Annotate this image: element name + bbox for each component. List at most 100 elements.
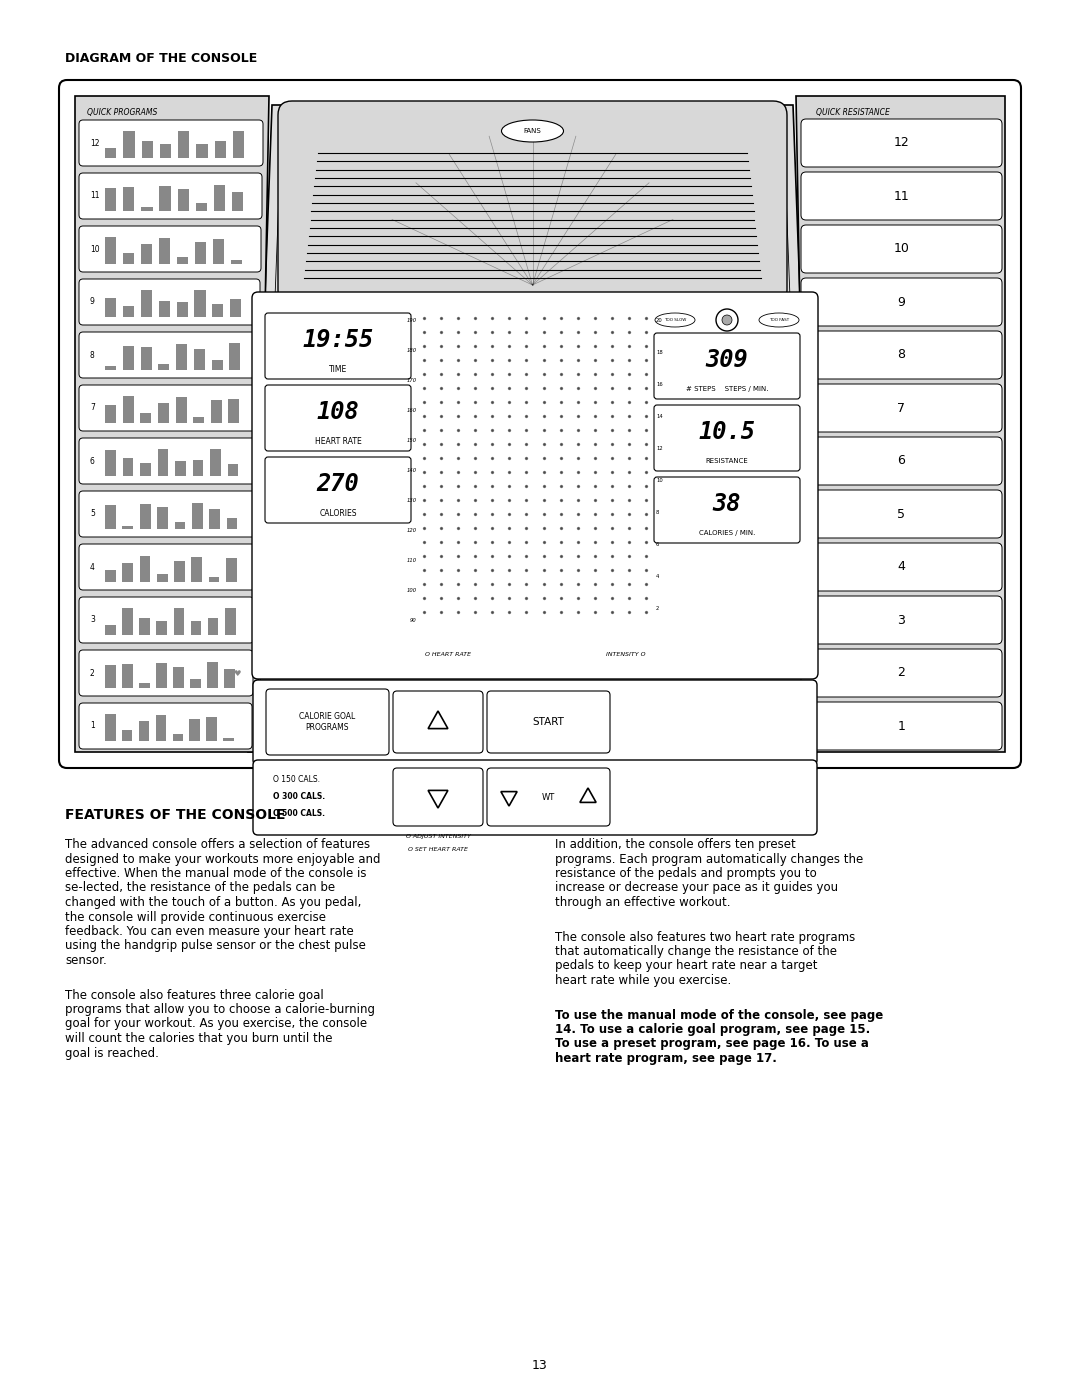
FancyBboxPatch shape [278,101,787,305]
Bar [213,305,224,317]
Bar [158,448,168,476]
Text: increase or decrease your pace as it guides you: increase or decrease your pace as it gui… [555,882,838,894]
FancyBboxPatch shape [253,680,816,766]
Text: TOO FAST: TOO FAST [769,319,789,321]
Ellipse shape [759,313,799,327]
Text: designed to make your workouts more enjoyable and: designed to make your workouts more enjo… [65,852,380,866]
Text: 2: 2 [656,606,660,612]
Bar [105,148,117,158]
Bar [139,683,150,687]
Bar [225,608,235,636]
Text: 18: 18 [656,351,663,355]
FancyBboxPatch shape [79,332,259,379]
Bar [212,360,222,370]
Text: programs that allow you to choose a calorie-burning: programs that allow you to choose a calo… [65,1003,375,1016]
Text: In addition, the console offers ten preset: In addition, the console offers ten pres… [555,838,796,851]
Text: To use the manual mode of the console, see page: To use the manual mode of the console, s… [555,1009,883,1021]
Text: using the handgrip pulse sensor or the chest pulse: using the handgrip pulse sensor or the c… [65,940,366,953]
Text: goal for your workout. As you exercise, the console: goal for your workout. As you exercise, … [65,1017,367,1031]
Bar [140,291,152,317]
FancyBboxPatch shape [801,278,1002,326]
Bar [210,510,220,529]
Text: will count the calories that you burn until the: will count the calories that you burn un… [65,1032,333,1045]
Bar [210,448,221,476]
Text: 4: 4 [897,560,905,574]
Text: CALORIE GOAL
PROGRAMS: CALORIE GOAL PROGRAMS [299,712,355,732]
Text: 9: 9 [90,298,95,306]
FancyBboxPatch shape [801,331,1002,379]
Bar [105,450,116,476]
FancyBboxPatch shape [801,650,1002,697]
Text: 4: 4 [656,574,660,580]
Bar [175,522,186,529]
Bar [224,738,233,740]
Bar [178,131,189,158]
Text: se-lected, the resistance of the pedals can be: se-lected, the resistance of the pedals … [65,882,335,894]
Ellipse shape [501,120,564,142]
Bar [122,563,133,583]
FancyBboxPatch shape [801,437,1002,485]
Ellipse shape [716,309,738,331]
Bar [177,190,189,211]
FancyBboxPatch shape [801,543,1002,591]
Text: 5: 5 [90,510,95,518]
Text: changed with the touch of a button. As you pedal,: changed with the touch of a button. As y… [65,895,362,909]
FancyBboxPatch shape [801,490,1002,538]
Text: 20: 20 [656,319,663,324]
Text: O HEART RATE: O HEART RATE [426,652,471,658]
Bar [231,260,242,264]
Text: DIAGRAM OF THE CONSOLE: DIAGRAM OF THE CONSOLE [65,52,257,66]
Bar [208,577,219,583]
FancyBboxPatch shape [79,226,261,272]
FancyBboxPatch shape [801,172,1002,219]
Text: O SET HEART RATE: O SET HEART RATE [408,847,468,852]
Text: 12: 12 [90,138,99,148]
Bar [123,131,135,158]
FancyBboxPatch shape [79,120,264,166]
Text: O 150 CALS.: O 150 CALS. [273,775,320,784]
Text: 150: 150 [407,439,417,443]
Text: 9: 9 [897,296,905,309]
Bar [105,366,116,370]
Text: 120: 120 [407,528,417,534]
Bar [123,187,134,211]
Text: effective. When the manual mode of the console is: effective. When the manual mode of the c… [65,868,366,880]
Text: To use a preset program, see page 16. To use a: To use a preset program, see page 16. To… [555,1038,869,1051]
FancyBboxPatch shape [79,650,253,696]
Bar [228,400,240,423]
Text: 12: 12 [893,137,909,149]
Bar [173,666,184,687]
FancyBboxPatch shape [654,405,800,471]
FancyBboxPatch shape [801,384,1002,432]
Bar [189,718,200,740]
FancyBboxPatch shape [79,279,260,326]
Bar [105,665,116,687]
Bar [158,402,168,423]
Text: 190: 190 [407,319,417,324]
Text: 1: 1 [90,721,95,731]
Text: RESISTANCE: RESISTANCE [705,458,748,464]
Text: 3: 3 [90,616,95,624]
FancyBboxPatch shape [79,703,252,749]
Polygon shape [796,96,1005,752]
FancyBboxPatch shape [265,313,411,379]
Bar [229,344,241,370]
Text: programs. Each program automatically changes the: programs. Each program automatically cha… [555,852,863,866]
Text: goal is reached.: goal is reached. [65,1046,159,1059]
Text: INTENSITY O: INTENSITY O [606,652,645,658]
FancyBboxPatch shape [801,597,1002,644]
Bar [141,141,153,158]
Bar [123,397,134,423]
Bar [105,405,116,423]
Bar [122,458,134,476]
Text: 19:55: 19:55 [302,328,374,352]
Bar [140,346,151,370]
Ellipse shape [654,313,696,327]
Bar [105,570,116,583]
Text: through an effective workout.: through an effective workout. [555,895,730,909]
Bar [160,144,171,158]
Text: O 500 CALS.: O 500 CALS. [273,809,325,819]
Bar [175,461,186,476]
Text: HEART RATE: HEART RATE [314,436,362,446]
Bar [173,733,183,740]
